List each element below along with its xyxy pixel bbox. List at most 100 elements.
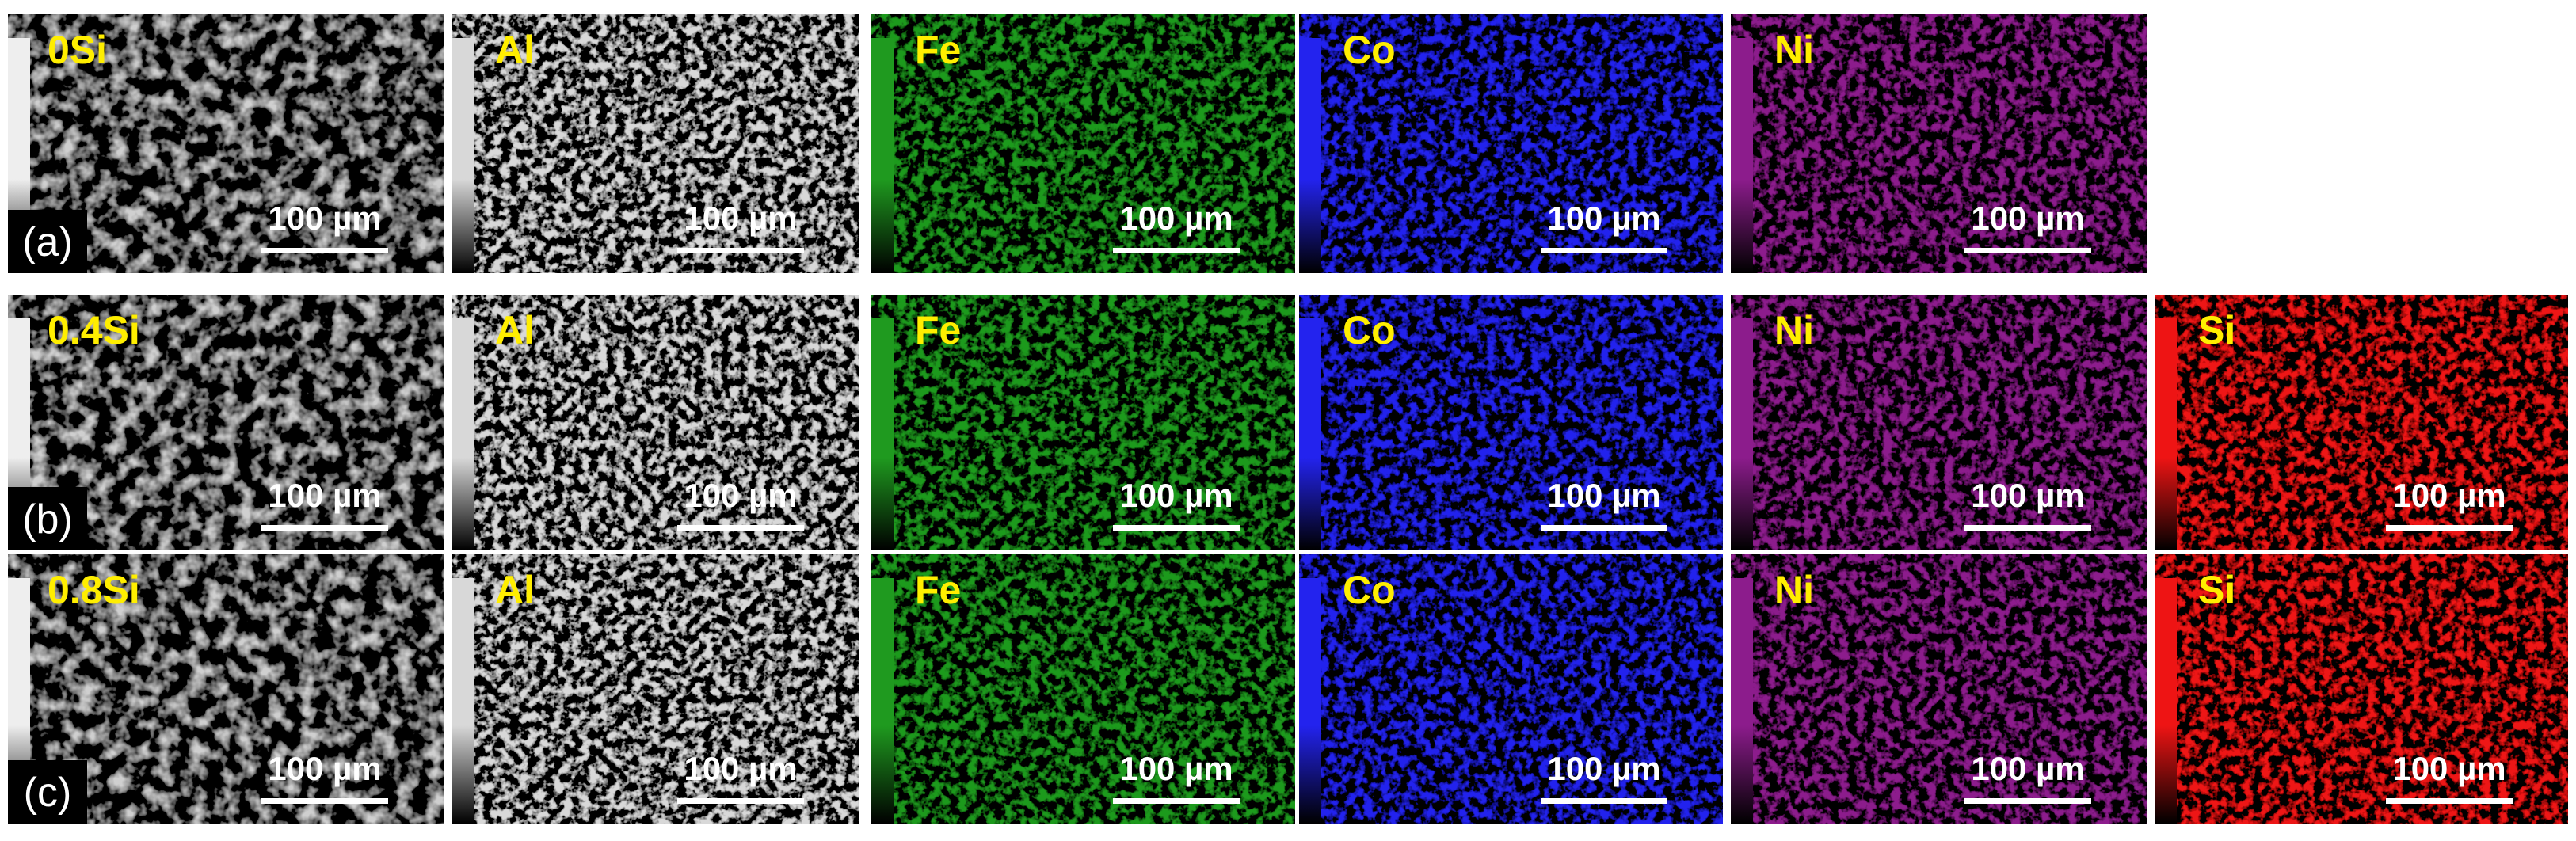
scale-text: 100 µm	[1971, 750, 2084, 787]
color-bar	[871, 318, 894, 550]
sem-image: 0.4Si 100 µm (b)	[8, 295, 444, 550]
scale-bar	[2386, 525, 2513, 531]
element-label: Ni	[1774, 28, 1814, 72]
scale-bar	[1541, 525, 1667, 531]
element-map: Al 100 µm	[452, 295, 859, 550]
map-texture	[871, 14, 1295, 273]
scale-text: 100 µm	[2392, 477, 2506, 514]
panel-label-box	[8, 760, 87, 824]
scale-text: 100 µm	[1547, 477, 1660, 514]
element-map: Fe 100 µm	[871, 14, 1295, 273]
scale-bar	[261, 525, 388, 531]
scale-bar	[1113, 525, 1240, 531]
element-map: Al 100 µm	[452, 554, 859, 824]
map-texture	[1731, 14, 2147, 273]
scale-text: 100 µm	[1547, 200, 1660, 237]
element-map: Al 100 µm	[452, 14, 859, 273]
scale-text: 100 µm	[1119, 750, 1233, 787]
scale-bar	[261, 798, 388, 804]
color-bar	[1299, 318, 1321, 550]
sample-label: 0.4Si	[48, 308, 140, 352]
scale-bar	[677, 525, 804, 531]
element-label: Ni	[1774, 568, 1814, 612]
element-label: Fe	[915, 308, 961, 352]
element-label: Al	[495, 568, 535, 612]
scale-text: 100 µm	[268, 477, 381, 514]
scale-bar	[1541, 248, 1667, 253]
element-map: Si 100 µm	[2155, 554, 2568, 824]
panel-label: (b)	[22, 497, 73, 542]
element-map: Co 100 µm	[1299, 554, 1723, 824]
scale-text: 100 µm	[268, 750, 381, 787]
element-label: Co	[1343, 28, 1396, 72]
element-label: Fe	[915, 28, 961, 72]
map-texture	[452, 14, 859, 273]
scale-bar	[1541, 798, 1667, 804]
scale-bar	[677, 798, 804, 804]
scale-text: 100 µm	[1119, 200, 1233, 237]
element-map: Ni 100 µm	[1731, 14, 2147, 273]
element-map: Si 100 µm	[2155, 295, 2568, 550]
color-bar	[452, 38, 474, 273]
element-map: Co 100 µm	[1299, 295, 1723, 550]
scale-bar	[2386, 798, 2513, 804]
element-map: Co 100 µm	[1299, 14, 1723, 273]
scale-text: 100 µm	[684, 200, 797, 237]
scale-bar	[1964, 798, 2091, 804]
color-bar	[452, 578, 474, 824]
map-texture	[2155, 295, 2568, 550]
color-bar	[1299, 578, 1321, 824]
element-map: Ni 100 µm	[1731, 295, 2147, 550]
scale-text: 100 µm	[1971, 200, 2084, 237]
map-texture	[1731, 554, 2147, 824]
map-texture	[1299, 554, 1723, 824]
color-bar	[871, 38, 894, 273]
panel-label-box	[8, 487, 87, 550]
map-texture	[1299, 295, 1723, 550]
element-label: Al	[495, 308, 535, 352]
scale-text: 100 µm	[1119, 477, 1233, 514]
scale-text: 100 µm	[684, 750, 797, 787]
color-bar	[2155, 578, 2177, 824]
scale-bar	[1964, 525, 2091, 531]
sample-label: 0.8Si	[48, 568, 140, 612]
panel-label-box	[8, 210, 87, 273]
color-bar	[871, 578, 894, 824]
element-map: Fe 100 µm	[871, 554, 1295, 824]
sem-image: 0.8Si 100 µm (c)	[8, 554, 444, 824]
color-bar	[1731, 578, 1753, 824]
map-texture	[452, 295, 859, 550]
panel-label: (a)	[22, 219, 73, 265]
element-map: Ni 100 µm	[1731, 554, 2147, 824]
color-bar	[1731, 318, 1753, 550]
element-label: Si	[2198, 568, 2235, 612]
map-texture	[2155, 554, 2568, 824]
scale-bar	[1113, 248, 1240, 253]
map-texture	[871, 554, 1295, 824]
map-texture	[452, 554, 859, 824]
sem-image: 0Si 100 µm (a)	[8, 14, 444, 273]
sample-label: 0Si	[48, 28, 107, 72]
element-label: Si	[2198, 308, 2235, 352]
element-label: Co	[1343, 308, 1396, 352]
scale-text: 100 µm	[268, 200, 381, 237]
scale-bar	[261, 248, 388, 253]
element-label: Ni	[1774, 308, 1814, 352]
element-label: Al	[495, 28, 535, 72]
scale-text: 100 µm	[2392, 750, 2506, 787]
color-bar	[2155, 318, 2177, 550]
scale-bar	[1964, 248, 2091, 253]
scale-text: 100 µm	[684, 477, 797, 514]
scale-bar	[677, 248, 804, 253]
element-label: Fe	[915, 568, 961, 612]
element-map: Fe 100 µm	[871, 295, 1295, 550]
panel-label: (c)	[24, 770, 72, 816]
scale-bar	[1113, 798, 1240, 804]
map-texture	[871, 295, 1295, 550]
color-bar	[1299, 38, 1321, 273]
scale-text: 100 µm	[1547, 750, 1660, 787]
color-bar	[1731, 38, 1753, 273]
element-label: Co	[1343, 568, 1396, 612]
